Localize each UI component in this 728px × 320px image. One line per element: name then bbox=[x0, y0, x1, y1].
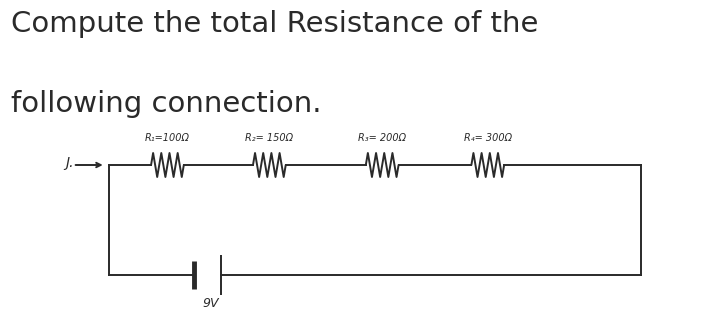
Text: 9V: 9V bbox=[203, 297, 219, 310]
Text: R₄= 300Ω: R₄= 300Ω bbox=[464, 133, 512, 143]
Text: R₂= 150Ω: R₂= 150Ω bbox=[245, 133, 293, 143]
Text: R₃= 200Ω: R₃= 200Ω bbox=[358, 133, 406, 143]
Text: following connection.: following connection. bbox=[11, 90, 322, 118]
Text: R₁=100Ω: R₁=100Ω bbox=[145, 133, 190, 143]
Text: J.: J. bbox=[65, 156, 74, 170]
Text: Compute the total Resistance of the: Compute the total Resistance of the bbox=[11, 10, 538, 38]
